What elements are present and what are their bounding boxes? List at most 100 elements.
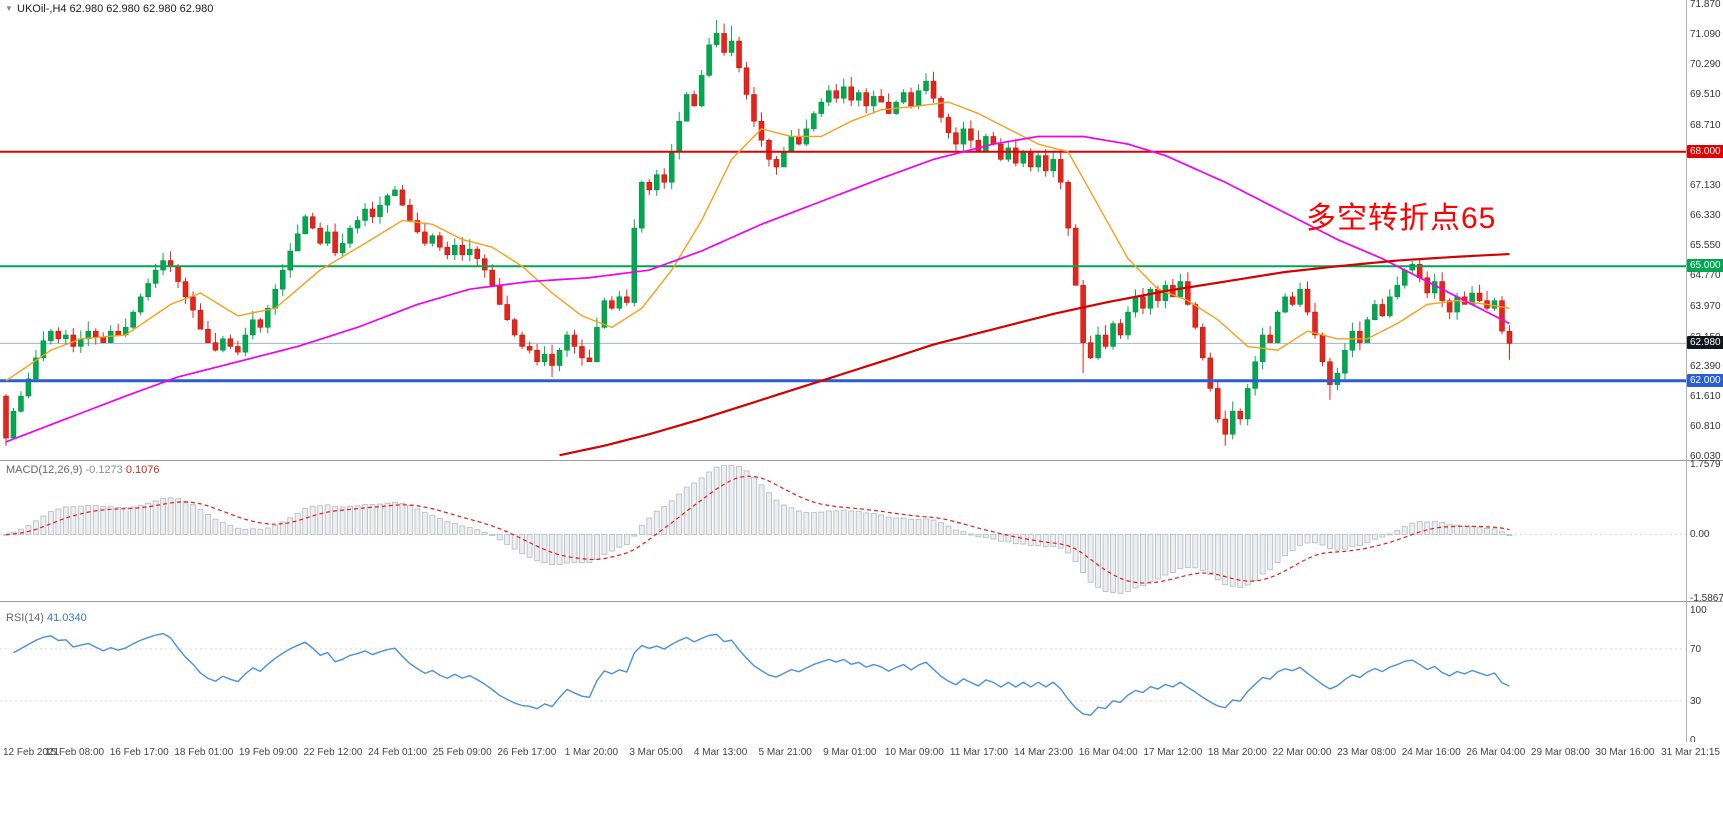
candle — [676, 120, 682, 152]
macd-histogram-bar — [795, 510, 802, 535]
macd-histogram-bar — [713, 466, 720, 535]
candle — [1117, 323, 1124, 336]
price-tick: 71.870 — [1690, 0, 1721, 10]
candle — [1042, 155, 1049, 172]
time-label: 24 Feb 01:00 — [368, 747, 428, 758]
candle — [624, 296, 630, 303]
candle — [115, 330, 121, 336]
candle — [182, 281, 189, 298]
time-label: 14 Mar 23:00 — [1014, 747, 1074, 758]
macd-histogram-bar — [1259, 534, 1266, 575]
macd-histogram-bar — [788, 507, 795, 535]
candle — [833, 90, 840, 99]
candle — [1147, 288, 1154, 309]
candle — [1200, 327, 1206, 359]
price-tick: 67.130 — [1690, 179, 1721, 191]
macd-histogram-bar — [1005, 534, 1012, 543]
macd-histogram-bar — [257, 528, 264, 535]
candle — [10, 411, 17, 439]
macd-histogram-bar — [1087, 534, 1094, 583]
macd-main-value: -0.1273 — [85, 464, 123, 476]
candle — [1237, 411, 1243, 420]
candle — [1334, 372, 1341, 385]
macd-histogram-bar — [803, 512, 810, 535]
chart-annotation-text[interactable]: 多空转折点65 — [1306, 202, 1497, 235]
candle — [915, 90, 922, 107]
macd-histogram-bar — [77, 505, 84, 535]
candle — [1155, 288, 1161, 301]
time-label: 30 Mar 16:00 — [1595, 747, 1655, 758]
candle — [855, 92, 862, 101]
time-axis[interactable]: 12 Feb 2021 15 Feb 08:00 16 Feb 17:00 18 Fe… — [0, 742, 1723, 768]
candle — [571, 334, 578, 347]
macd-histogram-bar — [1199, 534, 1206, 571]
candle — [923, 80, 929, 91]
candle — [1387, 296, 1393, 317]
candle — [481, 258, 488, 271]
candle — [1476, 292, 1483, 301]
candle — [1499, 300, 1505, 332]
panel-separator-1[interactable] — [0, 460, 1723, 461]
price-tick: 69.510 — [1690, 89, 1721, 101]
macd-histogram-bar — [511, 534, 518, 550]
macd-histogram-bar — [489, 534, 496, 537]
time-label: 22 Feb 12:00 — [303, 747, 363, 758]
candle — [1312, 311, 1318, 336]
macd-histogram-bar — [152, 500, 159, 535]
time-label: 24 Mar 16:00 — [1401, 747, 1461, 758]
macd-histogram-bar — [414, 508, 421, 535]
time-label: 23 Mar 08:00 — [1337, 747, 1397, 758]
macd-histogram-bar — [668, 500, 675, 535]
panel-separator-2[interactable] — [0, 601, 1723, 602]
candle — [392, 189, 398, 196]
macd-chart-canvas[interactable] — [0, 461, 1723, 601]
macd-histogram-bar — [242, 528, 249, 535]
time-label: 19 Feb 09:00 — [238, 747, 298, 758]
candle — [1304, 288, 1311, 313]
candle — [339, 243, 346, 254]
price-panel[interactable]: ▼ UKOil-,H4 62.980 62.980 62.980 62.980 … — [0, 0, 1723, 462]
macd-histogram-bar — [855, 510, 862, 535]
macd-histogram-bar — [1267, 534, 1274, 570]
candle — [3, 395, 9, 439]
candle — [145, 283, 151, 298]
macd-histogram-bar — [1379, 534, 1386, 538]
time-label: 29 Mar 08:00 — [1530, 747, 1590, 758]
macd-histogram-bar — [1416, 521, 1423, 535]
macd-histogram-bar — [175, 498, 181, 535]
collapse-chart-icon[interactable]: ▼ — [5, 4, 13, 13]
candle — [294, 233, 301, 252]
macd-histogram-bar — [1192, 534, 1199, 569]
macd-histogram-bar — [773, 499, 780, 535]
macd-histogram-bar — [1132, 534, 1139, 589]
macd-histogram-bar — [586, 534, 593, 564]
macd-histogram-bar — [212, 518, 219, 535]
macd-histogram-bar — [47, 511, 54, 535]
macd-histogram-bar — [751, 477, 757, 535]
macd-histogram-bar — [1042, 534, 1049, 548]
macd-histogram-bar — [1461, 525, 1468, 535]
macd-histogram-bar — [1229, 534, 1236, 587]
rsi-panel[interactable]: RSI(14) 41.0340 100 70 30 0 — [0, 602, 1723, 746]
candle — [474, 248, 480, 259]
rsi-value: 41.0340 — [46, 612, 87, 624]
macd-histogram-bar — [1282, 534, 1288, 557]
candle — [1491, 300, 1498, 309]
macd-histogram-bar — [1491, 528, 1498, 535]
rsi-chart-canvas[interactable] — [0, 602, 1723, 742]
candle — [220, 338, 226, 351]
candle — [1439, 281, 1445, 301]
macd-histogram-bar — [33, 520, 39, 535]
candle — [1244, 388, 1251, 420]
candle — [175, 266, 181, 282]
macd-histogram-bar — [182, 500, 189, 535]
candle — [1327, 361, 1333, 385]
macd-histogram-bar — [1356, 534, 1363, 546]
price-chart-canvas[interactable] — [0, 0, 1723, 461]
candle — [332, 231, 338, 254]
macd-histogram-bar — [1289, 534, 1296, 552]
macd-histogram-bar — [481, 531, 488, 535]
macd-panel[interactable]: MACD(12,26,9) -0.1273 0.1076 1.7579 0.00 -… — [0, 459, 1723, 604]
macd-histogram-bar — [1274, 534, 1281, 563]
